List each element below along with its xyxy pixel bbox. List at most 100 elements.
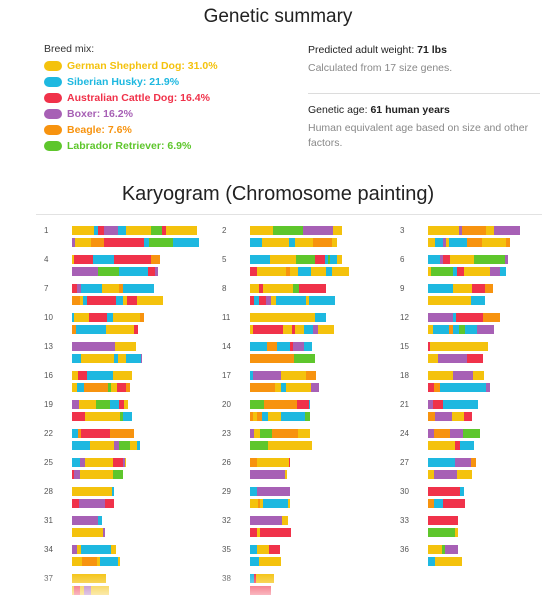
ancestry-segment [257, 458, 284, 467]
ancestry-segment [467, 354, 483, 363]
ancestry-segment [105, 499, 114, 508]
ancestry-segment [428, 383, 434, 392]
ancestry-segment [180, 226, 197, 235]
ancestry-segment [298, 429, 310, 438]
ancestry-segment [304, 325, 313, 334]
chromosome-strand [250, 342, 312, 351]
ancestry-segment [93, 255, 114, 264]
ancestry-segment [119, 400, 124, 409]
breed-color-swatch [44, 141, 62, 151]
ancestry-segment [253, 325, 283, 334]
ancestry-segment [118, 354, 123, 363]
ancestry-segment [111, 354, 114, 363]
ancestry-segment [151, 255, 160, 264]
ancestry-segment [290, 267, 298, 276]
ancestry-segment [272, 487, 290, 496]
ancestry-segment [116, 296, 123, 305]
ancestry-segment [454, 255, 474, 264]
chromosome-strand [250, 487, 290, 496]
ancestry-segment [435, 557, 446, 566]
ancestry-segment [96, 400, 110, 409]
ancestry-segment [452, 412, 464, 421]
ancestry-segment [113, 313, 140, 322]
ancestry-segment [285, 313, 308, 322]
ancestry-segment [467, 238, 482, 247]
ancestry-segment [76, 255, 93, 264]
ancestry-segment [111, 545, 116, 554]
breed-name: Labrador Retriever: 6.9% [67, 140, 192, 152]
ancestry-segment [325, 255, 328, 264]
ancestry-segment [309, 400, 310, 409]
chromosome-strand [72, 557, 120, 566]
ancestry-segment [123, 284, 154, 293]
ancestry-segment [126, 383, 130, 392]
ancestry-segment [494, 226, 520, 235]
chromosome-strand [72, 325, 138, 334]
ancestry-segment [306, 296, 309, 305]
ancestry-segment [102, 284, 119, 293]
chromosome-strand [250, 400, 310, 409]
ancestry-segment [79, 400, 90, 409]
ancestry-segment [110, 412, 120, 421]
ancestry-segment [486, 226, 492, 235]
chromosome-strand [250, 574, 274, 583]
ancestry-segment [72, 238, 75, 247]
ancestry-segment [250, 267, 257, 276]
ancestry-segment [75, 238, 91, 247]
ancestry-segment [260, 528, 267, 537]
ancestry-segment [434, 499, 443, 508]
ancestry-segment [72, 458, 80, 467]
ancestry-segment [250, 400, 264, 409]
ancestry-segment [284, 458, 289, 467]
ancestry-segment [428, 371, 453, 380]
ancestry-segment [289, 238, 295, 247]
ancestry-segment [492, 226, 494, 235]
ancestry-segment [430, 342, 464, 351]
ancestry-segment [250, 284, 259, 293]
ancestry-segment [260, 429, 272, 438]
chromosome-strand [250, 557, 281, 566]
chromosome-strand [250, 371, 316, 380]
ancestry-segment [428, 516, 458, 525]
ancestry-segment [120, 255, 151, 264]
ancestry-segment [428, 528, 455, 537]
ancestry-segment [471, 470, 472, 479]
ancestry-segment [457, 267, 464, 276]
ancestry-segment [130, 441, 137, 450]
ancestry-segment [102, 574, 106, 583]
ancestry-segment [428, 296, 446, 305]
ancestry-segment [446, 296, 471, 305]
chromosome-strand [72, 255, 160, 264]
ancestry-segment [428, 325, 433, 334]
ancestry-segment [258, 499, 260, 508]
ancestry-segment [250, 487, 257, 496]
ancestry-segment [72, 470, 74, 479]
chromosome-strand [72, 429, 134, 438]
ancestry-segment [464, 342, 470, 351]
ancestry-segment [72, 429, 78, 438]
ancestry-segment [337, 255, 342, 264]
ancestry-segment [81, 545, 111, 554]
ancestry-segment [250, 586, 271, 595]
ancestry-segment [257, 528, 260, 537]
ancestry-segment [119, 267, 148, 276]
ancestry-segment [282, 516, 288, 525]
ancestry-segment [428, 342, 430, 351]
ancestry-segment [428, 545, 439, 554]
ancestry-segment [127, 296, 132, 305]
ancestry-segment [250, 226, 263, 235]
ancestry-segment [275, 470, 281, 479]
ancestry-segment [473, 371, 484, 380]
ancestry-segment [288, 499, 290, 508]
ancestry-segment [118, 226, 126, 235]
ancestry-segment [480, 296, 485, 305]
ancestry-segment [81, 429, 110, 438]
ancestry-segment [295, 325, 304, 334]
ancestry-segment [72, 313, 74, 322]
ancestry-segment [464, 412, 472, 421]
chromosome-number: 31 [44, 516, 53, 525]
ancestry-segment [445, 545, 458, 554]
ancestry-segment [137, 441, 140, 450]
ancestry-segment [438, 354, 467, 363]
ancestry-segment [281, 371, 306, 380]
